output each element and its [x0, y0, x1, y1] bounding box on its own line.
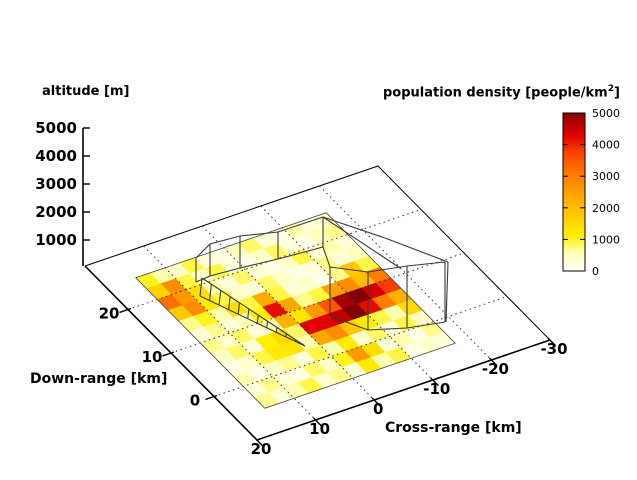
wireframe-right-far-rim [322, 216, 449, 263]
crossrange-axis: 20 10 0 -10 -20 -30 [251, 337, 568, 458]
wireframe-wedge-hatch [275, 327, 278, 333]
grid-line-crossrange [260, 205, 434, 381]
crossrange-tick [430, 377, 439, 387]
colorbar-title: population density [people/km2] [383, 84, 620, 100]
crossrange-tick-label: 10 [309, 420, 330, 438]
crossrange-tick-label: 20 [251, 440, 272, 458]
crossrange-tick-label: -20 [482, 360, 509, 378]
crossrange-tick [371, 397, 381, 407]
downrange-tick [119, 307, 132, 314]
wireframe-wedge-hatch [266, 321, 269, 328]
colorbar-title-superscript: 2 [607, 84, 614, 94]
crossrange-axis-title: Cross-range [km] [385, 420, 522, 436]
colorbar-tick-label: 2000 [592, 202, 620, 215]
colorbar-gradient [562, 112, 586, 272]
downrange-tick-label: 10 [142, 348, 163, 366]
wireframe-wedge-hatch [247, 308, 250, 319]
floor-back-edges [84, 165, 551, 341]
downrange-tick [205, 394, 218, 401]
altitude-axis: 5000 4000 3000 2000 1000 [35, 119, 90, 266]
colorbar-title-text: population density [people/km [383, 85, 608, 101]
wireframe-right-near-rim [329, 261, 446, 273]
downrange-tick-label: 0 [190, 392, 200, 410]
downrange-axis-title: Down-range [km] [30, 371, 168, 387]
colorbar-tick-label: 3000 [592, 170, 620, 183]
wireframe-wedge-hatch [256, 315, 259, 324]
crossrange-tick [254, 437, 264, 447]
altitude-tick-label: 3000 [35, 175, 77, 193]
crossrange-tick-label: 0 [373, 400, 383, 418]
wireframe-wedge-hatch [228, 296, 231, 310]
heatmap-outline [135, 212, 456, 409]
colorbar: 5000 4000 3000 2000 1000 0 [562, 107, 620, 278]
crossrange-tick-label: -10 [423, 380, 450, 398]
crossrange-tick [547, 337, 557, 347]
wireframe-wedge-hatch [237, 302, 241, 315]
grid-line-crossrange [201, 225, 375, 401]
corridor-wireframe [195, 216, 449, 347]
wireframe-wedge-ground [199, 295, 306, 347]
downrange-tick-label: 20 [99, 305, 120, 323]
grid-line-crossrange [319, 185, 492, 361]
colorbar-tick-label: 4000 [592, 139, 620, 152]
heatmap-layer [135, 212, 456, 409]
grid-line-crossrange [143, 245, 316, 421]
altitude-tick-label: 1000 [35, 231, 77, 249]
downrange-tick [162, 351, 175, 357]
crossrange-tick [488, 357, 498, 367]
wireframe-right-ground [329, 315, 446, 331]
altitude-tick-label: 5000 [35, 119, 77, 137]
altitude-tick-label: 4000 [35, 147, 77, 165]
crossrange-tick-label: -30 [540, 340, 567, 358]
altitude-axis-title: altitude [m] [42, 84, 130, 99]
colorbar-tick-label: 5000 [592, 107, 620, 120]
wireframe-left-near-rim [195, 246, 331, 283]
wireframe-wedge-hatch [208, 284, 212, 301]
wireframe-wedge-cap [199, 277, 203, 297]
altitude-tick-label: 2000 [35, 203, 77, 221]
wireframe-roof-crease [322, 216, 401, 269]
wireframe-right-far-edge [445, 261, 449, 323]
downrange-axis: 20 10 0 [99, 305, 218, 410]
wireframe-wedge-top [201, 277, 306, 347]
colorbar-title-bracket: ] [613, 85, 620, 101]
colorbar-tick-label: 1000 [592, 233, 620, 246]
colorbar-tick-label: 0 [592, 265, 599, 278]
floor-gridlines [127, 185, 508, 421]
crossrange-tick [313, 417, 322, 427]
wireframe-wedge-hatch [218, 290, 222, 306]
